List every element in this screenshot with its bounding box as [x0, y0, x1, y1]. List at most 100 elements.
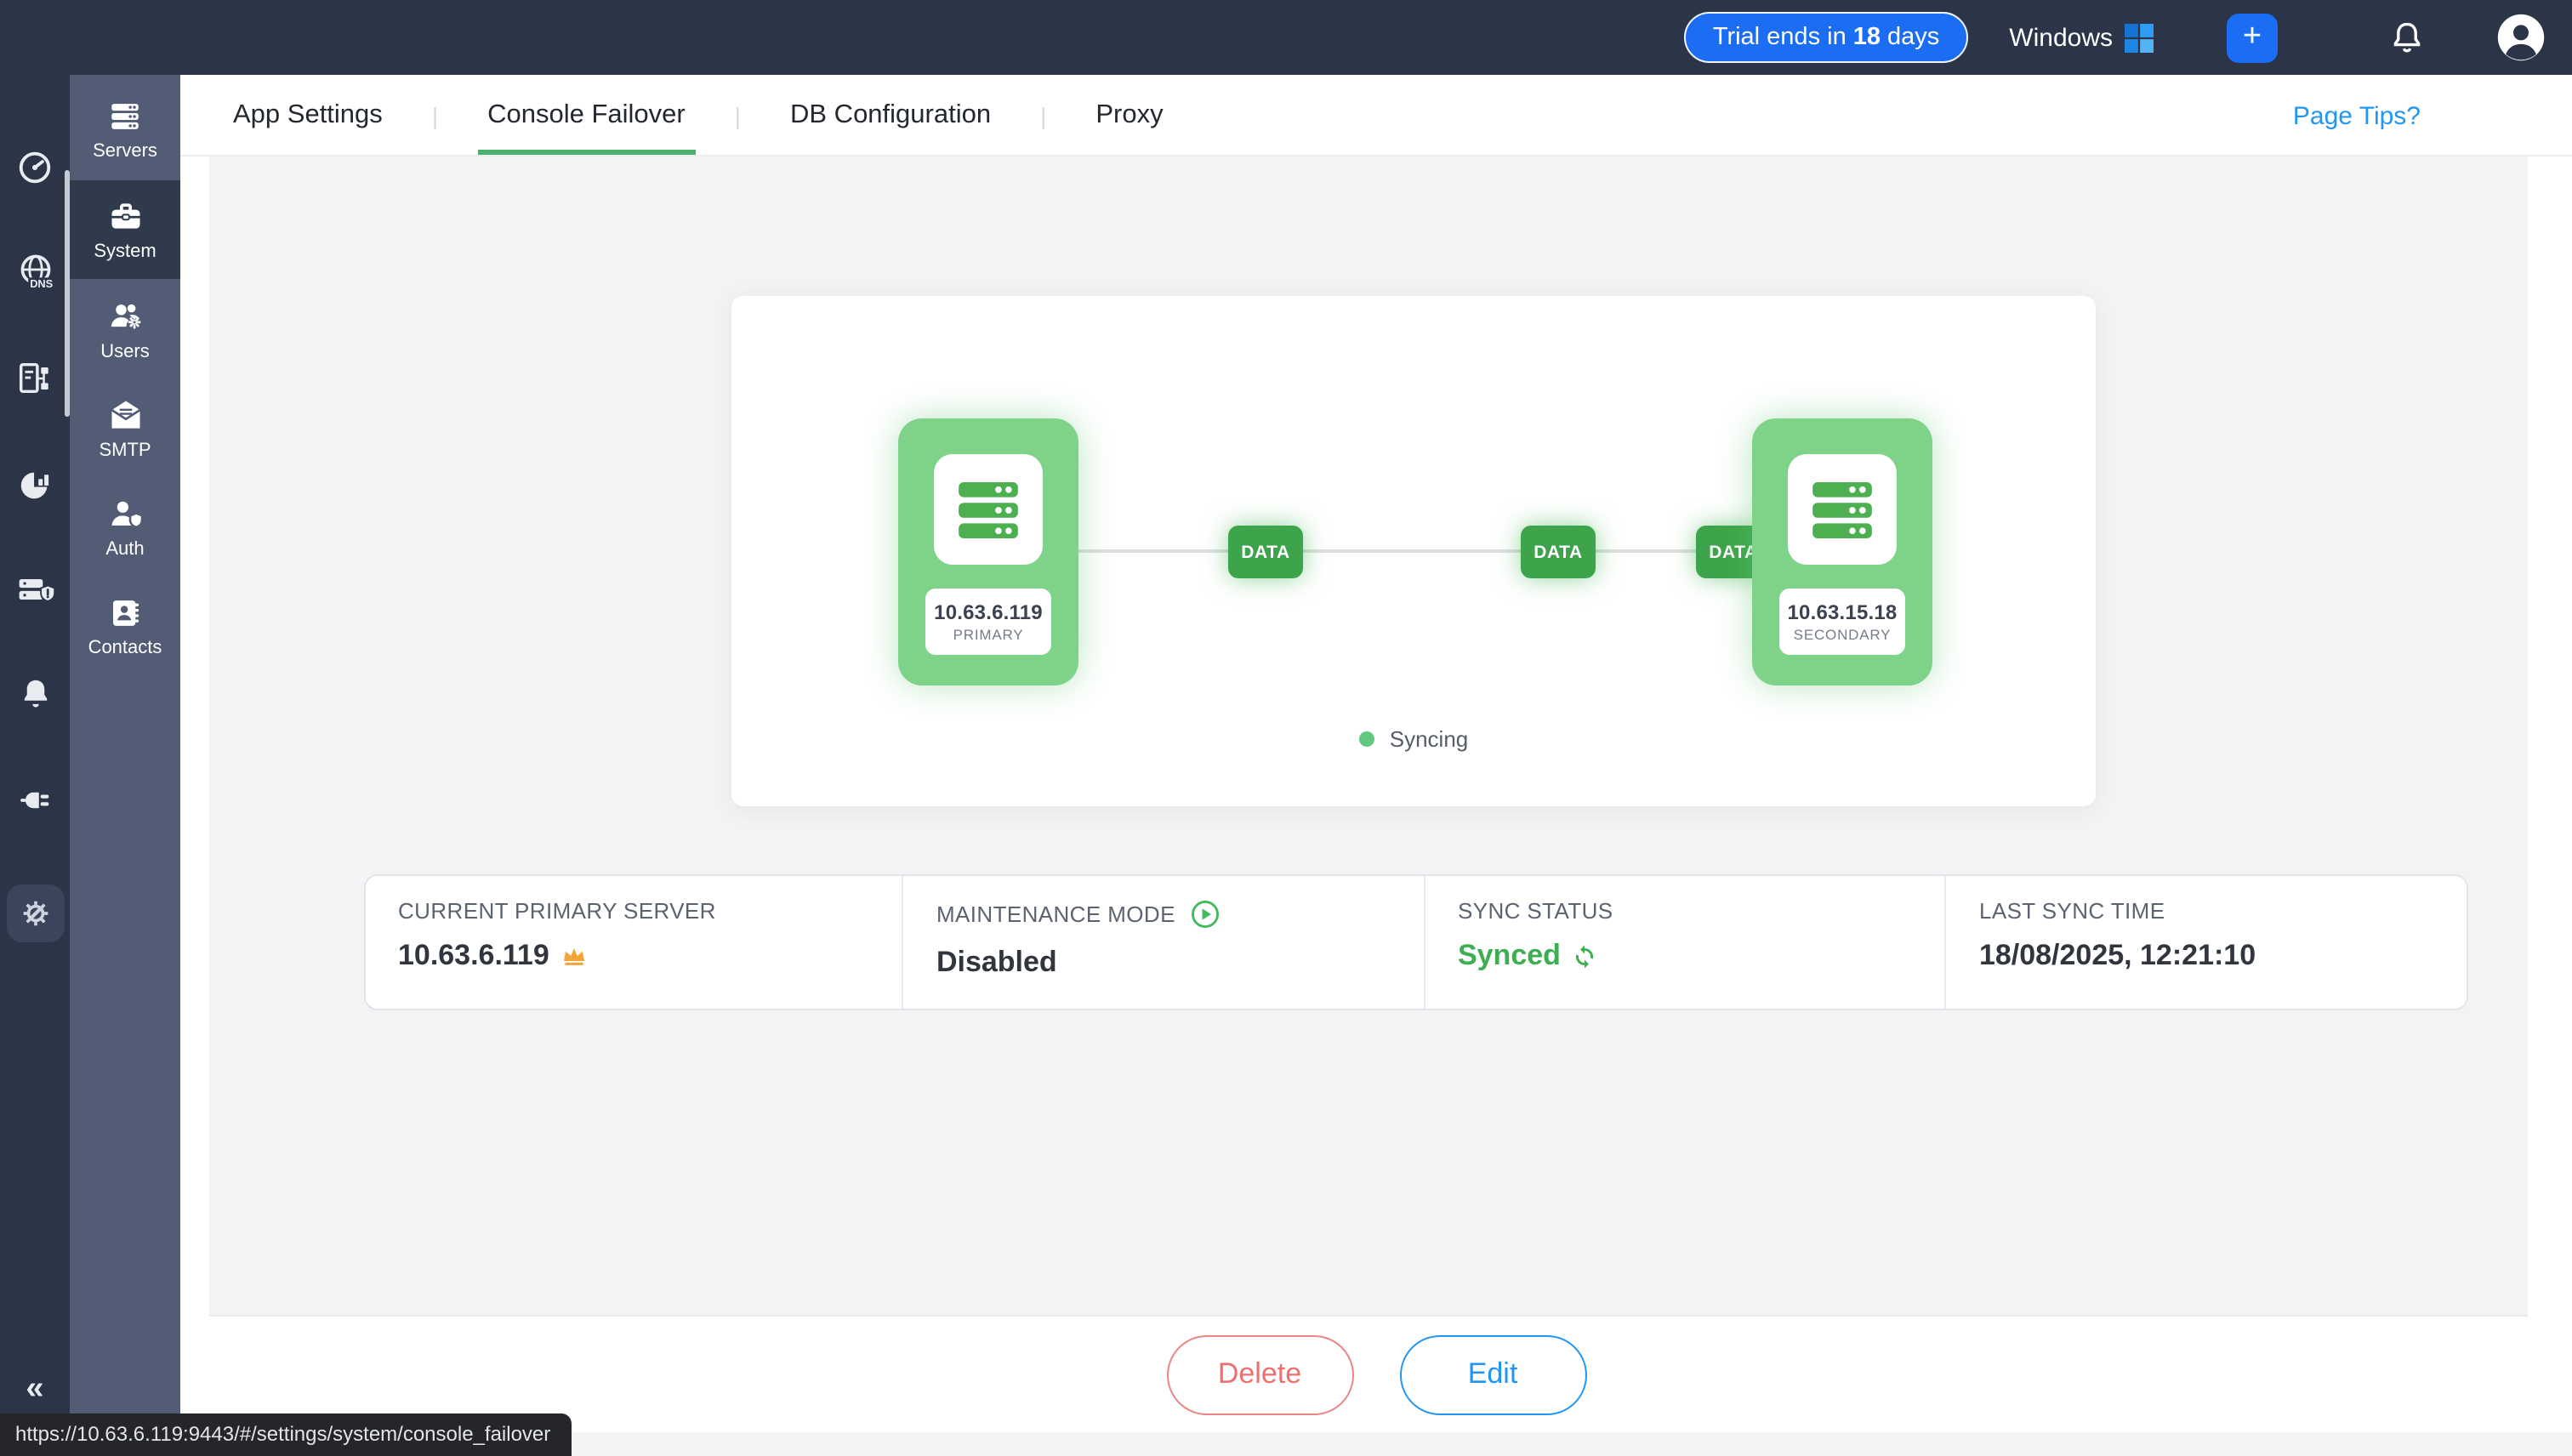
sidebar-label: SMTP: [99, 441, 151, 461]
action-bar: Delete Edit: [180, 1317, 2572, 1432]
sidebar-label: Auth: [105, 539, 145, 560]
summary-label: CURRENT PRIMARY SERVER: [398, 898, 716, 924]
sidebar-label: Users: [100, 342, 150, 362]
tab-db-configuration[interactable]: DB Configuration: [787, 75, 994, 155]
tab-proxy[interactable]: Proxy: [1092, 75, 1166, 155]
server-stack-icon: [1812, 481, 1872, 537]
server-icon-box: [1788, 454, 1897, 565]
tab-label: Console Failover: [487, 100, 686, 128]
sidebar-label: Servers: [93, 140, 157, 161]
windows-logo-icon: [2125, 23, 2154, 52]
summary-label: MAINTENANCE MODE: [936, 901, 1175, 927]
rail-item-dashboard[interactable]: [14, 146, 55, 187]
os-selector[interactable]: Windows: [2009, 23, 2154, 52]
gauge-icon: [19, 151, 51, 183]
tab-label: DB Configuration: [790, 100, 992, 128]
primary-server-card: 10.63.6.119 PRIMARY: [898, 418, 1078, 685]
add-button[interactable]: +: [2227, 13, 2278, 62]
play-circle-icon[interactable]: [1189, 898, 1221, 930]
rail-item-dns[interactable]: DNS: [14, 252, 55, 293]
summary-maintenance-mode: MAINTENANCE MODE Disabled: [902, 876, 1424, 1009]
primary-ip-box: 10.63.6.119 PRIMARY: [925, 589, 1051, 655]
failover-summary-bar: CURRENT PRIMARY SERVER 10.63.6.119 MAINT…: [364, 874, 2468, 1010]
secondary-ip-box: 10.63.15.18 SECONDARY: [1779, 589, 1905, 655]
primary-role: PRIMARY: [953, 626, 1024, 643]
rail-item-settings[interactable]: [6, 884, 64, 942]
rail-item-alerts[interactable]: [14, 674, 55, 714]
tab-divider: |: [1040, 101, 1047, 128]
sidebar-label: Contacts: [88, 637, 162, 657]
rail-item-discovery[interactable]: [14, 357, 55, 398]
auth-shield-icon: [111, 501, 142, 528]
sidebar-item-contacts[interactable]: Contacts: [70, 578, 180, 674]
edit-button-label: Edit: [1467, 1357, 1518, 1390]
sync-connector-line: [1078, 549, 1752, 553]
summary-label: LAST SYNC TIME: [1978, 898, 2165, 924]
dns-globe-icon: DNS: [20, 254, 53, 290]
browser-link-preview: https://10.63.6.119:9443/#/settings/syst…: [0, 1413, 572, 1456]
sidebar-item-auth[interactable]: Auth: [70, 480, 180, 575]
sidebar-item-servers[interactable]: Servers: [70, 82, 180, 177]
delete-button[interactable]: Delete: [1166, 1334, 1353, 1414]
sync-status-value: Synced: [1457, 939, 1561, 971]
page-tips-link[interactable]: Page Tips?: [2293, 75, 2421, 156]
tab-divider: |: [734, 101, 741, 128]
tab-label: App Settings: [233, 100, 383, 128]
page-bottom-strip: [209, 1432, 2572, 1456]
summary-current-primary: CURRENT PRIMARY SERVER 10.63.6.119: [366, 876, 902, 1009]
data-packet-label: DATA: [1241, 542, 1290, 562]
user-avatar[interactable]: [2495, 12, 2546, 63]
main-content: App Settings | Console Failover | DB Con…: [180, 75, 2572, 1456]
maintenance-mode-value: Disabled: [936, 946, 1057, 978]
svg-text:DNS: DNS: [29, 277, 52, 290]
tab-app-settings[interactable]: App Settings: [230, 75, 386, 155]
sidebar-item-users[interactable]: Users: [70, 282, 180, 378]
collapse-chevrons: «: [26, 1371, 44, 1407]
delete-button-label: Delete: [1217, 1357, 1302, 1390]
primary-ip: 10.63.6.119: [934, 600, 1043, 624]
sidebar-label: System: [94, 242, 156, 262]
system-toolbox-icon: [111, 203, 139, 229]
summary-last-sync-time: LAST SYNC TIME 18/08/2025, 12:21:10: [1944, 876, 2467, 1009]
tab-console-failover[interactable]: Console Failover: [477, 75, 696, 155]
page-tips-label: Page Tips?: [2292, 101, 2421, 130]
active-tab-underline: [477, 149, 696, 155]
syncing-dot: [1358, 731, 1374, 747]
trial-text: Trial ends in: [1712, 24, 1846, 51]
rail-item-server-security[interactable]: [14, 568, 55, 609]
last-sync-time-value: 18/08/2025, 12:21:10: [1978, 939, 2256, 971]
sidebar-item-system[interactable]: System: [70, 180, 180, 279]
servers-icon: [111, 103, 139, 128]
sync-icon: [1576, 944, 1595, 968]
trial-badge[interactable]: Trial ends in 18 days: [1683, 12, 1969, 63]
collapse-sidebar-button[interactable]: «: [0, 1371, 70, 1408]
current-primary-value: 10.63.6.119: [398, 939, 549, 971]
contacts-book-icon: [113, 600, 139, 625]
server-icon-box: [934, 454, 1043, 565]
failover-diagram-panel: DATA DATA DATA 10.63.6.119 PRIMARY 10.63…: [731, 296, 2096, 806]
plug-icon: [20, 791, 49, 808]
tab-label: Proxy: [1095, 100, 1164, 128]
summary-sync-status: SYNC STATUS Synced: [1423, 876, 1945, 1009]
rail-scrollbar[interactable]: [65, 170, 70, 417]
link-preview-url: https://10.63.6.119:9443/#/settings/syst…: [15, 1422, 551, 1446]
secondary-server-card: 10.63.15.18 SECONDARY: [1752, 418, 1932, 685]
secondary-ip: 10.63.15.18: [1787, 600, 1898, 624]
trial-suffix: days: [1887, 24, 1940, 51]
add-button-label: +: [2242, 19, 2262, 54]
data-packet-label: DATA: [1709, 542, 1758, 562]
secondary-role: SECONDARY: [1793, 626, 1892, 643]
sidebar-item-smtp[interactable]: SMTP: [70, 381, 180, 476]
reports-pie-icon: [20, 471, 49, 498]
settings-gear-icon: [22, 901, 48, 926]
rail-item-integrations[interactable]: [14, 779, 55, 820]
sync-status-row: Syncing: [731, 726, 2096, 752]
crown-icon: [563, 947, 584, 964]
syncing-label: Syncing: [1389, 726, 1469, 752]
rail-item-reports[interactable]: [14, 463, 55, 503]
notifications-bell-icon[interactable]: [2387, 17, 2427, 58]
data-packet-label: DATA: [1534, 542, 1583, 562]
users-gear-icon: [110, 304, 140, 329]
edit-button[interactable]: Edit: [1399, 1334, 1586, 1414]
